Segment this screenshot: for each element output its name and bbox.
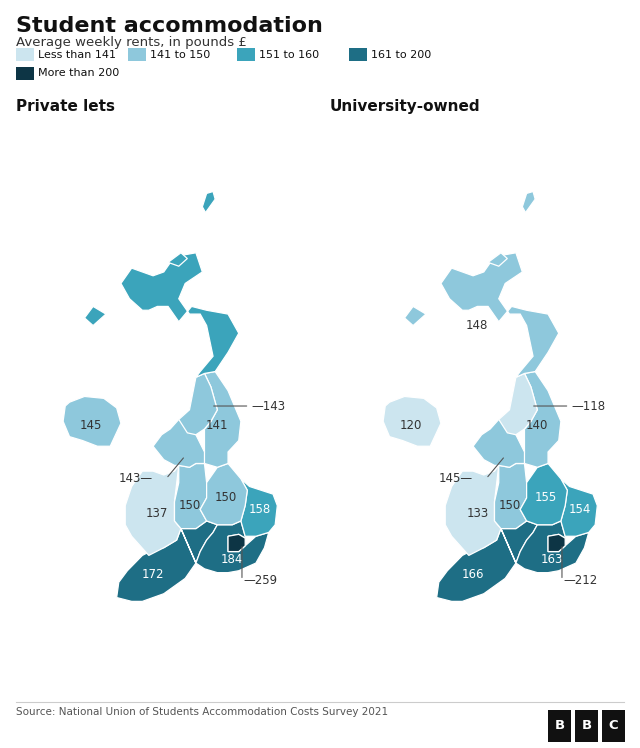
Text: C: C (609, 719, 618, 732)
Polygon shape (436, 521, 538, 601)
Text: 166: 166 (462, 568, 484, 581)
Text: 160: 160 (146, 319, 168, 332)
Polygon shape (383, 396, 441, 447)
Text: Private lets: Private lets (16, 99, 115, 114)
Text: Student accommodation: Student accommodation (16, 16, 323, 37)
Text: 148: 148 (466, 319, 488, 332)
Polygon shape (516, 521, 589, 573)
Text: Less than 141: Less than 141 (38, 49, 116, 60)
Text: 172: 172 (142, 568, 164, 581)
Polygon shape (228, 534, 245, 551)
Text: 137: 137 (146, 507, 168, 520)
Polygon shape (488, 253, 508, 266)
Text: 145—: 145— (438, 472, 473, 485)
Polygon shape (445, 465, 501, 556)
FancyBboxPatch shape (602, 710, 625, 743)
Text: 143—: 143— (118, 472, 153, 485)
Polygon shape (441, 253, 559, 377)
Text: 141: 141 (206, 419, 228, 432)
Text: —259: —259 (244, 574, 278, 587)
Text: 184: 184 (221, 553, 243, 565)
Polygon shape (241, 479, 277, 536)
Text: 151 to 160: 151 to 160 (259, 49, 319, 60)
Polygon shape (121, 253, 239, 377)
Text: 154: 154 (569, 503, 591, 516)
Polygon shape (473, 377, 525, 468)
Text: 150: 150 (499, 499, 520, 512)
Text: Source: National Union of Students Accommodation Costs Survey 2021: Source: National Union of Students Accom… (16, 707, 388, 717)
Polygon shape (522, 191, 535, 212)
Polygon shape (125, 465, 181, 556)
Polygon shape (561, 479, 597, 536)
Text: 141 to 150: 141 to 150 (150, 49, 211, 60)
Polygon shape (168, 253, 188, 266)
Text: —118: —118 (572, 399, 605, 412)
Polygon shape (179, 373, 218, 435)
Text: University-owned: University-owned (330, 99, 480, 114)
Polygon shape (499, 373, 538, 435)
Text: 155: 155 (535, 491, 557, 504)
Text: 133: 133 (466, 507, 488, 520)
Polygon shape (200, 464, 247, 525)
Text: More than 200: More than 200 (38, 68, 120, 79)
Polygon shape (175, 464, 207, 529)
Polygon shape (196, 372, 241, 468)
Text: 150: 150 (215, 491, 237, 504)
Polygon shape (495, 464, 527, 529)
FancyBboxPatch shape (575, 710, 598, 743)
Polygon shape (520, 464, 567, 525)
Text: —212: —212 (564, 574, 598, 587)
Polygon shape (202, 191, 215, 212)
Polygon shape (516, 372, 561, 468)
Polygon shape (153, 377, 205, 468)
Text: B: B (554, 719, 564, 732)
Polygon shape (63, 396, 121, 447)
Text: 145: 145 (80, 419, 102, 432)
Text: 158: 158 (249, 503, 271, 516)
Polygon shape (548, 534, 565, 551)
Text: 140: 140 (526, 419, 548, 432)
Text: B: B (581, 719, 591, 732)
Text: 150: 150 (179, 499, 200, 512)
Polygon shape (404, 307, 426, 325)
Text: 120: 120 (400, 419, 422, 432)
Text: Average weekly rents, in pounds £: Average weekly rents, in pounds £ (16, 36, 247, 49)
Text: 163: 163 (541, 553, 563, 565)
Text: 161 to 200: 161 to 200 (371, 49, 431, 60)
FancyBboxPatch shape (548, 710, 572, 743)
Polygon shape (116, 521, 218, 601)
Text: —143: —143 (252, 399, 285, 412)
Polygon shape (84, 307, 106, 325)
Polygon shape (196, 521, 269, 573)
